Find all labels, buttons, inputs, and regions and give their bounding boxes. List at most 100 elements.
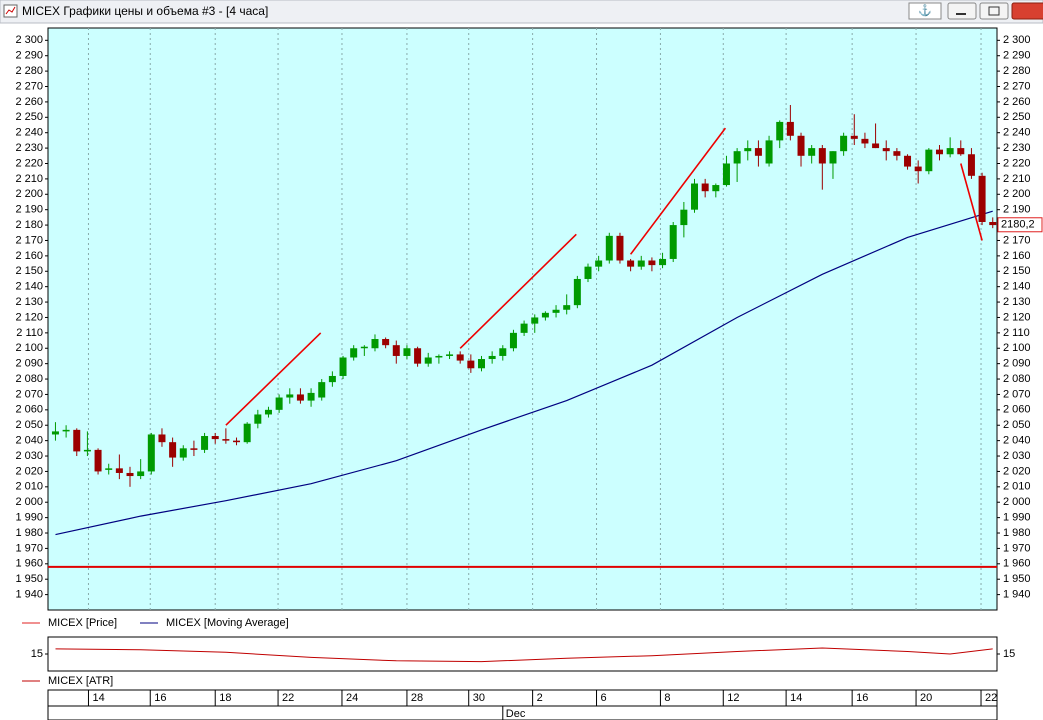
last-price-label: 2180,2 xyxy=(1001,219,1035,231)
y-tick-label-right: 2 090 xyxy=(1003,358,1031,370)
candle-body xyxy=(541,312,549,318)
candle-body xyxy=(776,121,784,141)
candle-body xyxy=(456,354,464,361)
candle-body xyxy=(264,409,272,415)
y-tick-label: 2 170 xyxy=(15,234,43,246)
candle-body xyxy=(211,436,219,440)
candle-body xyxy=(531,317,539,324)
candle-body xyxy=(850,135,858,139)
y-tick-label: 1 970 xyxy=(15,542,43,554)
y-tick-label-right: 2 300 xyxy=(1003,34,1031,46)
y-tick-label-right: 2 100 xyxy=(1003,342,1031,354)
x-tick-label: 24 xyxy=(346,692,358,704)
app-icon-glyph xyxy=(5,6,16,15)
y-tick-label: 2 280 xyxy=(15,65,43,77)
candle-body xyxy=(360,346,368,349)
anchor-button[interactable] xyxy=(908,2,942,20)
x-tick-label: 22 xyxy=(985,692,997,704)
close-button[interactable] xyxy=(1011,2,1043,20)
y-tick-label: 2 180 xyxy=(15,219,43,231)
y-tick-label: 2 110 xyxy=(16,327,43,339)
candle-body xyxy=(190,448,198,450)
candle-body xyxy=(350,348,358,358)
y-tick-label: 2 030 xyxy=(15,450,43,462)
candle-body xyxy=(275,397,283,410)
candle-body xyxy=(573,278,581,306)
y-tick-label-right: 2 260 xyxy=(1003,96,1031,108)
y-tick-label-right: 2 050 xyxy=(1003,419,1031,431)
x-tick-label: 30 xyxy=(473,692,485,704)
y-tick-label-right: 2 000 xyxy=(1003,496,1031,508)
legend-label: MICEX [Price] xyxy=(48,617,117,629)
candle-body xyxy=(62,429,70,432)
y-tick-label: 1 950 xyxy=(15,573,43,585)
y-tick-label: 2 150 xyxy=(15,265,43,277)
candle-body xyxy=(669,225,677,259)
candle-body xyxy=(808,148,816,156)
x-tick-label: 28 xyxy=(411,692,423,704)
y-tick-label: 2 080 xyxy=(15,373,43,385)
restore-icon xyxy=(988,6,1000,16)
minimize-button[interactable] xyxy=(947,2,977,20)
y-tick-label: 2 050 xyxy=(15,419,43,431)
candle-body xyxy=(446,354,454,356)
candle-body xyxy=(925,149,933,172)
candle-body xyxy=(563,305,571,310)
candle-body xyxy=(552,309,560,313)
x-tick-label: 18 xyxy=(219,692,231,704)
candle-body xyxy=(254,414,262,424)
restore-button[interactable] xyxy=(979,2,1009,20)
candle-body xyxy=(435,355,443,358)
y-tick-label-right: 2 220 xyxy=(1003,157,1031,169)
candle-body xyxy=(520,323,528,333)
y-tick-label-right: 2 150 xyxy=(1003,265,1031,277)
y-tick-label: 2 290 xyxy=(15,50,43,62)
anchor-icon: ⚓ xyxy=(918,4,932,17)
y-tick-label-right: 2 250 xyxy=(1003,111,1031,123)
y-tick-label: 2 300 xyxy=(15,34,43,46)
y-tick-label-right: 2 140 xyxy=(1003,281,1031,293)
candle-body xyxy=(382,339,390,346)
y-tick-label: 2 160 xyxy=(15,250,43,262)
y-tick-label-right: 1 980 xyxy=(1003,527,1031,539)
candle-body xyxy=(595,260,603,267)
y-tick-label: 1 940 xyxy=(15,589,43,601)
y-tick-label: 2 070 xyxy=(15,388,43,400)
candle-body xyxy=(989,222,997,226)
candle-body xyxy=(818,148,826,164)
y-tick-label-right: 2 020 xyxy=(1003,465,1031,477)
candle-body xyxy=(733,151,741,164)
x-tick-label: 14 xyxy=(92,692,104,704)
y-tick-label-right: 2 270 xyxy=(1003,80,1031,92)
candle-body xyxy=(403,348,411,356)
candle-body xyxy=(73,429,81,452)
candle-body xyxy=(659,258,667,266)
y-tick-label-right: 2 210 xyxy=(1003,173,1031,185)
candle-body xyxy=(904,155,912,167)
candle-body xyxy=(126,472,134,477)
candle-body xyxy=(488,355,496,360)
legend-label: MICEX [ATR] xyxy=(48,675,113,687)
x-axis xyxy=(47,689,998,720)
y-tick-label-right: 1 950 xyxy=(1003,573,1031,585)
candle-body xyxy=(765,140,773,164)
candle-body xyxy=(328,375,336,383)
x-tick-label: 6 xyxy=(601,692,607,704)
y-tick-label-right: 2 200 xyxy=(1003,188,1031,200)
candle-body xyxy=(318,382,326,398)
moving-average xyxy=(55,210,993,536)
candle-body xyxy=(872,143,880,149)
candle-body xyxy=(648,260,656,266)
y-tick-label: 1 990 xyxy=(15,512,43,524)
y-tick-label-right: 2 290 xyxy=(1003,50,1031,62)
y-tick-label: 2 210 xyxy=(15,173,43,185)
candle-body xyxy=(467,360,475,369)
candle-body xyxy=(914,166,922,172)
candle-body xyxy=(893,151,901,156)
candle-body xyxy=(829,151,837,164)
candle-body xyxy=(105,468,113,470)
candle-body xyxy=(94,449,102,472)
y-tick-label: 2 060 xyxy=(15,404,43,416)
